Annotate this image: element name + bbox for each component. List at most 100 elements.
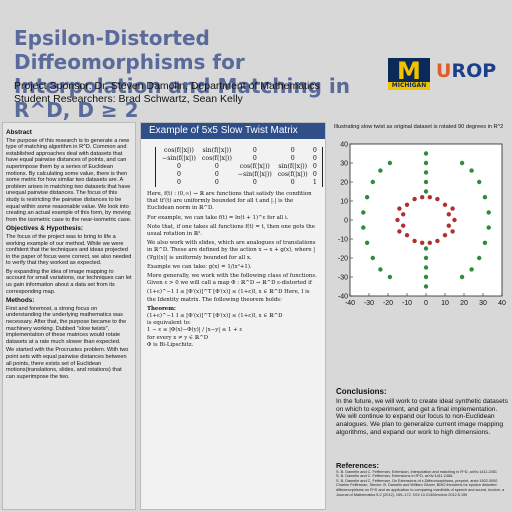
matrix-banner: Example of 5x5 Slow Twist Matrix (141, 123, 325, 139)
explanation-p3: Note that, if one takes all functions f(… (147, 223, 315, 238)
y-tick-label: -10 (338, 237, 348, 244)
methods-text-1: First and foremost, a strong focus on un… (6, 305, 127, 345)
theorem-line-5: Φ is Bi-Lipschitz. (147, 341, 194, 348)
objectives-text-2: By expanding the idea of image mapping t… (6, 268, 132, 295)
reference-item: S. B. Damelin and C. Fefferman, On Exten… (336, 478, 498, 483)
x-tick-label: -30 (364, 300, 374, 307)
matrix-cell: 0 (312, 171, 317, 178)
data-point (370, 179, 375, 185)
x-tick-label: -40 (345, 300, 355, 307)
data-point (420, 195, 425, 200)
matrix-row: 0 0 0 0 1 (159, 179, 319, 187)
matrix-row: −sin(f(|x|)) cos(f(|x|)) 0 0 0 (159, 155, 319, 163)
reference-item: S. B. Damelin and C. Fefferman, Extensio… (336, 474, 454, 479)
objectives-text-1: The focus of the project was to bring to… (6, 233, 132, 267)
data-point (395, 217, 400, 223)
data-point (442, 202, 448, 207)
matrix-table: cos(f(|x|)) sin(f(|x|)) 0 0 0 −sin(f(|x|)) co… (159, 147, 319, 187)
urop-logo: UROP (436, 60, 496, 82)
data-point (427, 195, 432, 200)
data-point (397, 229, 402, 234)
matrix-cell: sin(f(|x|)) (278, 163, 308, 170)
data-point (387, 274, 393, 280)
data-point (423, 255, 429, 261)
matrix-cell: 0 (312, 147, 317, 154)
data-point (370, 255, 375, 261)
urop-logo-rest: ROP (451, 60, 497, 82)
sponsor-line: Project Sponsor: Dr. Steven Damelin, Dep… (14, 80, 320, 92)
matrix-cell: −sin(f(|x|)) (237, 171, 272, 178)
data-point (364, 195, 370, 200)
data-point (423, 160, 429, 166)
data-point (378, 267, 383, 272)
matrix-cell: cos(f(|x|)) (164, 147, 194, 154)
matrix-cell: 0 (252, 147, 257, 154)
data-point (477, 179, 482, 185)
y-tick-label: -30 (338, 275, 348, 282)
x-tick-label: -20 (383, 300, 393, 307)
matrix-row: 0 0 −sin(f(|x|)) cos(f(|x|)) 0 (159, 171, 319, 179)
data-point (364, 240, 370, 245)
michigan-logo: M MICHIGAN (388, 58, 430, 90)
data-point (459, 274, 465, 280)
x-tick-label: 30 (479, 300, 487, 307)
abstract-heading: Abstract (6, 129, 32, 136)
abstract-text: The purpose of this research is to gener… (6, 137, 132, 223)
urop-logo-u: U (436, 60, 452, 82)
x-tick-label: 0 (424, 300, 428, 307)
matrix-cell: 0 (312, 163, 317, 170)
right-column-chart: Illustrating slow twist as original data… (330, 122, 510, 372)
sponsor-block: Project Sponsor: Dr. Steven Damelin, Dep… (14, 80, 320, 106)
data-point (423, 151, 429, 156)
data-point (412, 196, 417, 202)
data-point (469, 168, 474, 173)
theorem-line-1: (1+ε)^−1 I ≤ [Φ′(x)]^T [Φ′(x)] ≤ (1+ε)I,… (147, 313, 283, 320)
data-point (486, 210, 491, 215)
y-tick-label: 40 (340, 142, 348, 149)
data-point (404, 233, 410, 238)
data-point (378, 168, 383, 173)
x-tick-label: 40 (498, 300, 506, 307)
matrix-explanation: Here, f(t) : (0,∞) → ℝ are functions tha… (141, 187, 325, 349)
data-point (486, 225, 491, 230)
plot-area (349, 143, 503, 297)
y-tick-label: 10 (340, 199, 348, 206)
matrix-cell: 0 (177, 163, 181, 170)
data-point (477, 255, 482, 261)
reference-item: S. B. Damelin and C. Fefferman, Extensio… (336, 469, 497, 474)
references-section: References: S. B. Damelin and C. Fefferm… (336, 462, 508, 497)
conclusions-text: In the future, we will work to create id… (336, 397, 508, 436)
data-point (401, 223, 406, 228)
left-column: Abstract The purpose of this research is… (2, 122, 136, 510)
explanation-p4: We also work with slides, which are anal… (147, 240, 316, 261)
data-point (412, 238, 417, 244)
explanation-p6: More generally, we work with the followi… (147, 273, 317, 287)
data-point (423, 189, 429, 194)
michigan-logo-letter: M (397, 57, 421, 85)
theorem-line-2: is equivalent to: (147, 320, 191, 327)
matrix-cell: cos(f(|x|)) (239, 163, 270, 170)
data-point (423, 246, 429, 251)
matrix-cell: 0 (252, 179, 257, 186)
researchers-line: Student Researchers: Brad Schwartz, Sean… (14, 93, 243, 105)
matrix-cell: 0 (214, 171, 219, 178)
data-point (387, 160, 393, 166)
theorem-line-4: for every x ≠ y ∈ ℝ^D (147, 334, 209, 341)
matrix-cell: 0 (290, 179, 295, 186)
matrix-cell: 0 (214, 179, 219, 186)
matrix-cell: 0 (290, 155, 295, 162)
objectives-heading: Objectives & Hypothesis: (6, 225, 84, 233)
explanation-p2: For example, we can take f(t) = ln(t + 1… (147, 214, 289, 221)
data-point (469, 267, 474, 272)
slow-twist-matrix: cos(f(|x|)) sin(f(|x|)) 0 0 0 −sin(f(|x|)) co… (155, 147, 323, 187)
matrix-cell: 0 (252, 155, 257, 162)
theorem-heading: Theorem: (147, 305, 176, 312)
data-point (435, 196, 440, 202)
data-point (450, 206, 455, 211)
data-point (442, 233, 448, 238)
matrix-cell: 1 (312, 179, 317, 186)
explanation-p5: Example we can take: g(x) = 1/(x²+1). (147, 263, 252, 270)
conclusions-section: Conclusions: In the future, we will work… (336, 388, 508, 437)
data-point (423, 284, 429, 289)
y-tick-label: 30 (340, 161, 348, 168)
